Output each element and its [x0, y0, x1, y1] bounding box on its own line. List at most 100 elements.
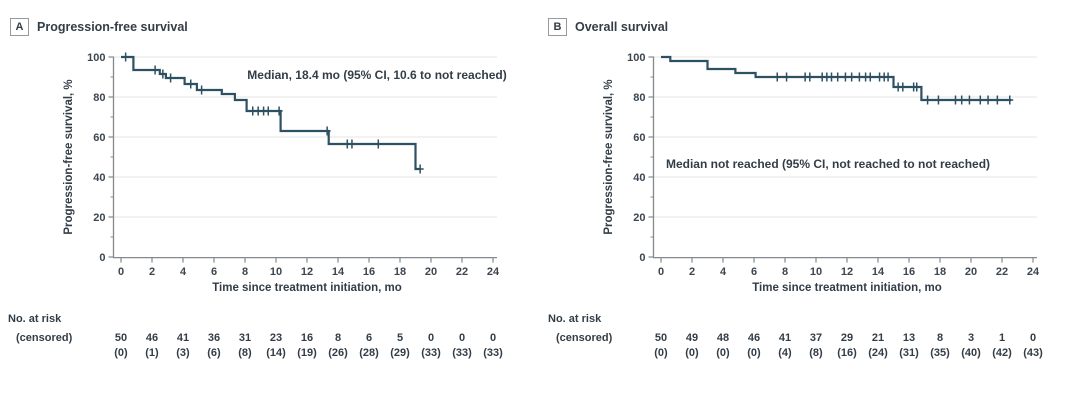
- x-tick-label: 14: [332, 266, 345, 278]
- y-axis-title: Progression-free survival, %: [603, 79, 615, 234]
- censored-count: (26): [328, 347, 348, 359]
- risk-count: 8: [335, 332, 341, 344]
- x-tick-label: 22: [456, 266, 468, 278]
- x-tick-label: 6: [211, 266, 217, 278]
- y-tick-label: 0: [639, 252, 645, 264]
- x-tick-label: 2: [149, 266, 155, 278]
- risk-count: 0: [490, 332, 496, 344]
- risk-count: 21: [872, 332, 884, 344]
- risk-count: 31: [239, 332, 251, 344]
- risk-count: 5: [397, 332, 403, 344]
- censored-count: (40): [961, 347, 981, 359]
- censored-count: (33): [421, 347, 441, 359]
- y-tick-label: 100: [87, 52, 105, 64]
- risk-count: 41: [177, 332, 189, 344]
- censored-count: (0): [654, 347, 668, 359]
- x-tick-label: 22: [996, 266, 1008, 278]
- risk-count: 23: [270, 332, 282, 344]
- x-axis-title: Time since treatment initiation, mo: [212, 282, 402, 294]
- x-tick-label: 2: [689, 266, 695, 278]
- x-tick-label: 4: [180, 266, 187, 278]
- censored-count: (4): [778, 347, 792, 359]
- x-tick-label: 12: [301, 266, 313, 278]
- x-tick-label: 10: [810, 266, 822, 278]
- censored-count: (19): [297, 347, 317, 359]
- risk-count: 50: [655, 332, 667, 344]
- x-tick-label: 8: [782, 266, 788, 278]
- risk-count: 8: [937, 332, 943, 344]
- risk-table-sublabel: (censored): [556, 332, 613, 344]
- x-tick-label: 16: [363, 266, 375, 278]
- y-tick-label: 0: [99, 252, 105, 264]
- risk-table-label: No. at risk: [8, 313, 62, 325]
- censored-count: (8): [238, 347, 252, 359]
- x-tick-label: 0: [658, 266, 664, 278]
- x-tick-label: 16: [903, 266, 915, 278]
- risk-count: 48: [717, 332, 729, 344]
- x-tick-label: 14: [872, 266, 885, 278]
- y-tick-label: 60: [633, 132, 645, 144]
- y-tick-label: 60: [93, 132, 105, 144]
- x-tick-label: 0: [118, 266, 124, 278]
- risk-count: 50: [115, 332, 127, 344]
- panel-a-label-box: A: [10, 18, 29, 36]
- x-tick-label: 18: [394, 266, 406, 278]
- censored-count: (0): [716, 347, 730, 359]
- panel-b-label-box: B: [548, 18, 567, 36]
- censored-count: (28): [359, 347, 379, 359]
- risk-count: 41: [779, 332, 791, 344]
- median-annotation: Median not reached (95% CI, not reached …: [666, 157, 990, 171]
- x-axis-title: Time since treatment initiation, mo: [752, 282, 942, 294]
- censored-count: (0): [685, 347, 699, 359]
- censored-count: (35): [930, 347, 950, 359]
- risk-count: 0: [459, 332, 465, 344]
- y-axis-title: Progression-free survival, %: [63, 79, 75, 234]
- x-tick-label: 20: [425, 266, 437, 278]
- risk-count: 6: [366, 332, 372, 344]
- risk-count: 46: [748, 332, 760, 344]
- risk-table-label: No. at risk: [548, 313, 602, 325]
- x-tick-label: 10: [270, 266, 282, 278]
- panel-a-header: A Progression-free survival: [10, 18, 188, 36]
- y-tick-label: 80: [633, 92, 645, 104]
- risk-count: 0: [428, 332, 434, 344]
- censored-count: (0): [114, 347, 128, 359]
- x-tick-label: 8: [242, 266, 248, 278]
- x-tick-label: 4: [720, 266, 727, 278]
- x-tick-label: 20: [965, 266, 977, 278]
- censored-count: (24): [868, 347, 888, 359]
- censored-count: (43): [1023, 347, 1043, 359]
- risk-count: 13: [903, 332, 915, 344]
- censored-count: (16): [837, 347, 857, 359]
- censored-count: (33): [483, 347, 503, 359]
- y-tick-label: 20: [93, 212, 105, 224]
- risk-count: 3: [968, 332, 974, 344]
- risk-count: 36: [208, 332, 220, 344]
- x-tick-label: 18: [934, 266, 946, 278]
- censored-count: (14): [266, 347, 286, 359]
- y-tick-label: 40: [93, 172, 105, 184]
- risk-count: 46: [146, 332, 158, 344]
- censored-count: (3): [176, 347, 190, 359]
- censored-count: (42): [992, 347, 1012, 359]
- x-tick-label: 24: [1027, 266, 1040, 278]
- risk-table-sublabel: (censored): [16, 332, 73, 344]
- risk-count: 49: [686, 332, 698, 344]
- censored-count: (8): [809, 347, 823, 359]
- y-tick-label: 20: [633, 212, 645, 224]
- censored-count: (1): [145, 347, 159, 359]
- risk-count: 0: [1030, 332, 1036, 344]
- censored-count: (33): [452, 347, 472, 359]
- censored-count: (29): [390, 347, 410, 359]
- panel-a-title: Progression-free survival: [37, 20, 188, 34]
- km-curve: [661, 55, 1012, 102]
- censored-count: (0): [747, 347, 761, 359]
- y-tick-label: 80: [93, 92, 105, 104]
- median-annotation: Median, 18.4 mo (95% CI, 10.6 to not rea…: [247, 68, 506, 82]
- y-tick-label: 40: [633, 172, 645, 184]
- censored-count: (31): [899, 347, 919, 359]
- y-tick-label: 100: [627, 52, 645, 64]
